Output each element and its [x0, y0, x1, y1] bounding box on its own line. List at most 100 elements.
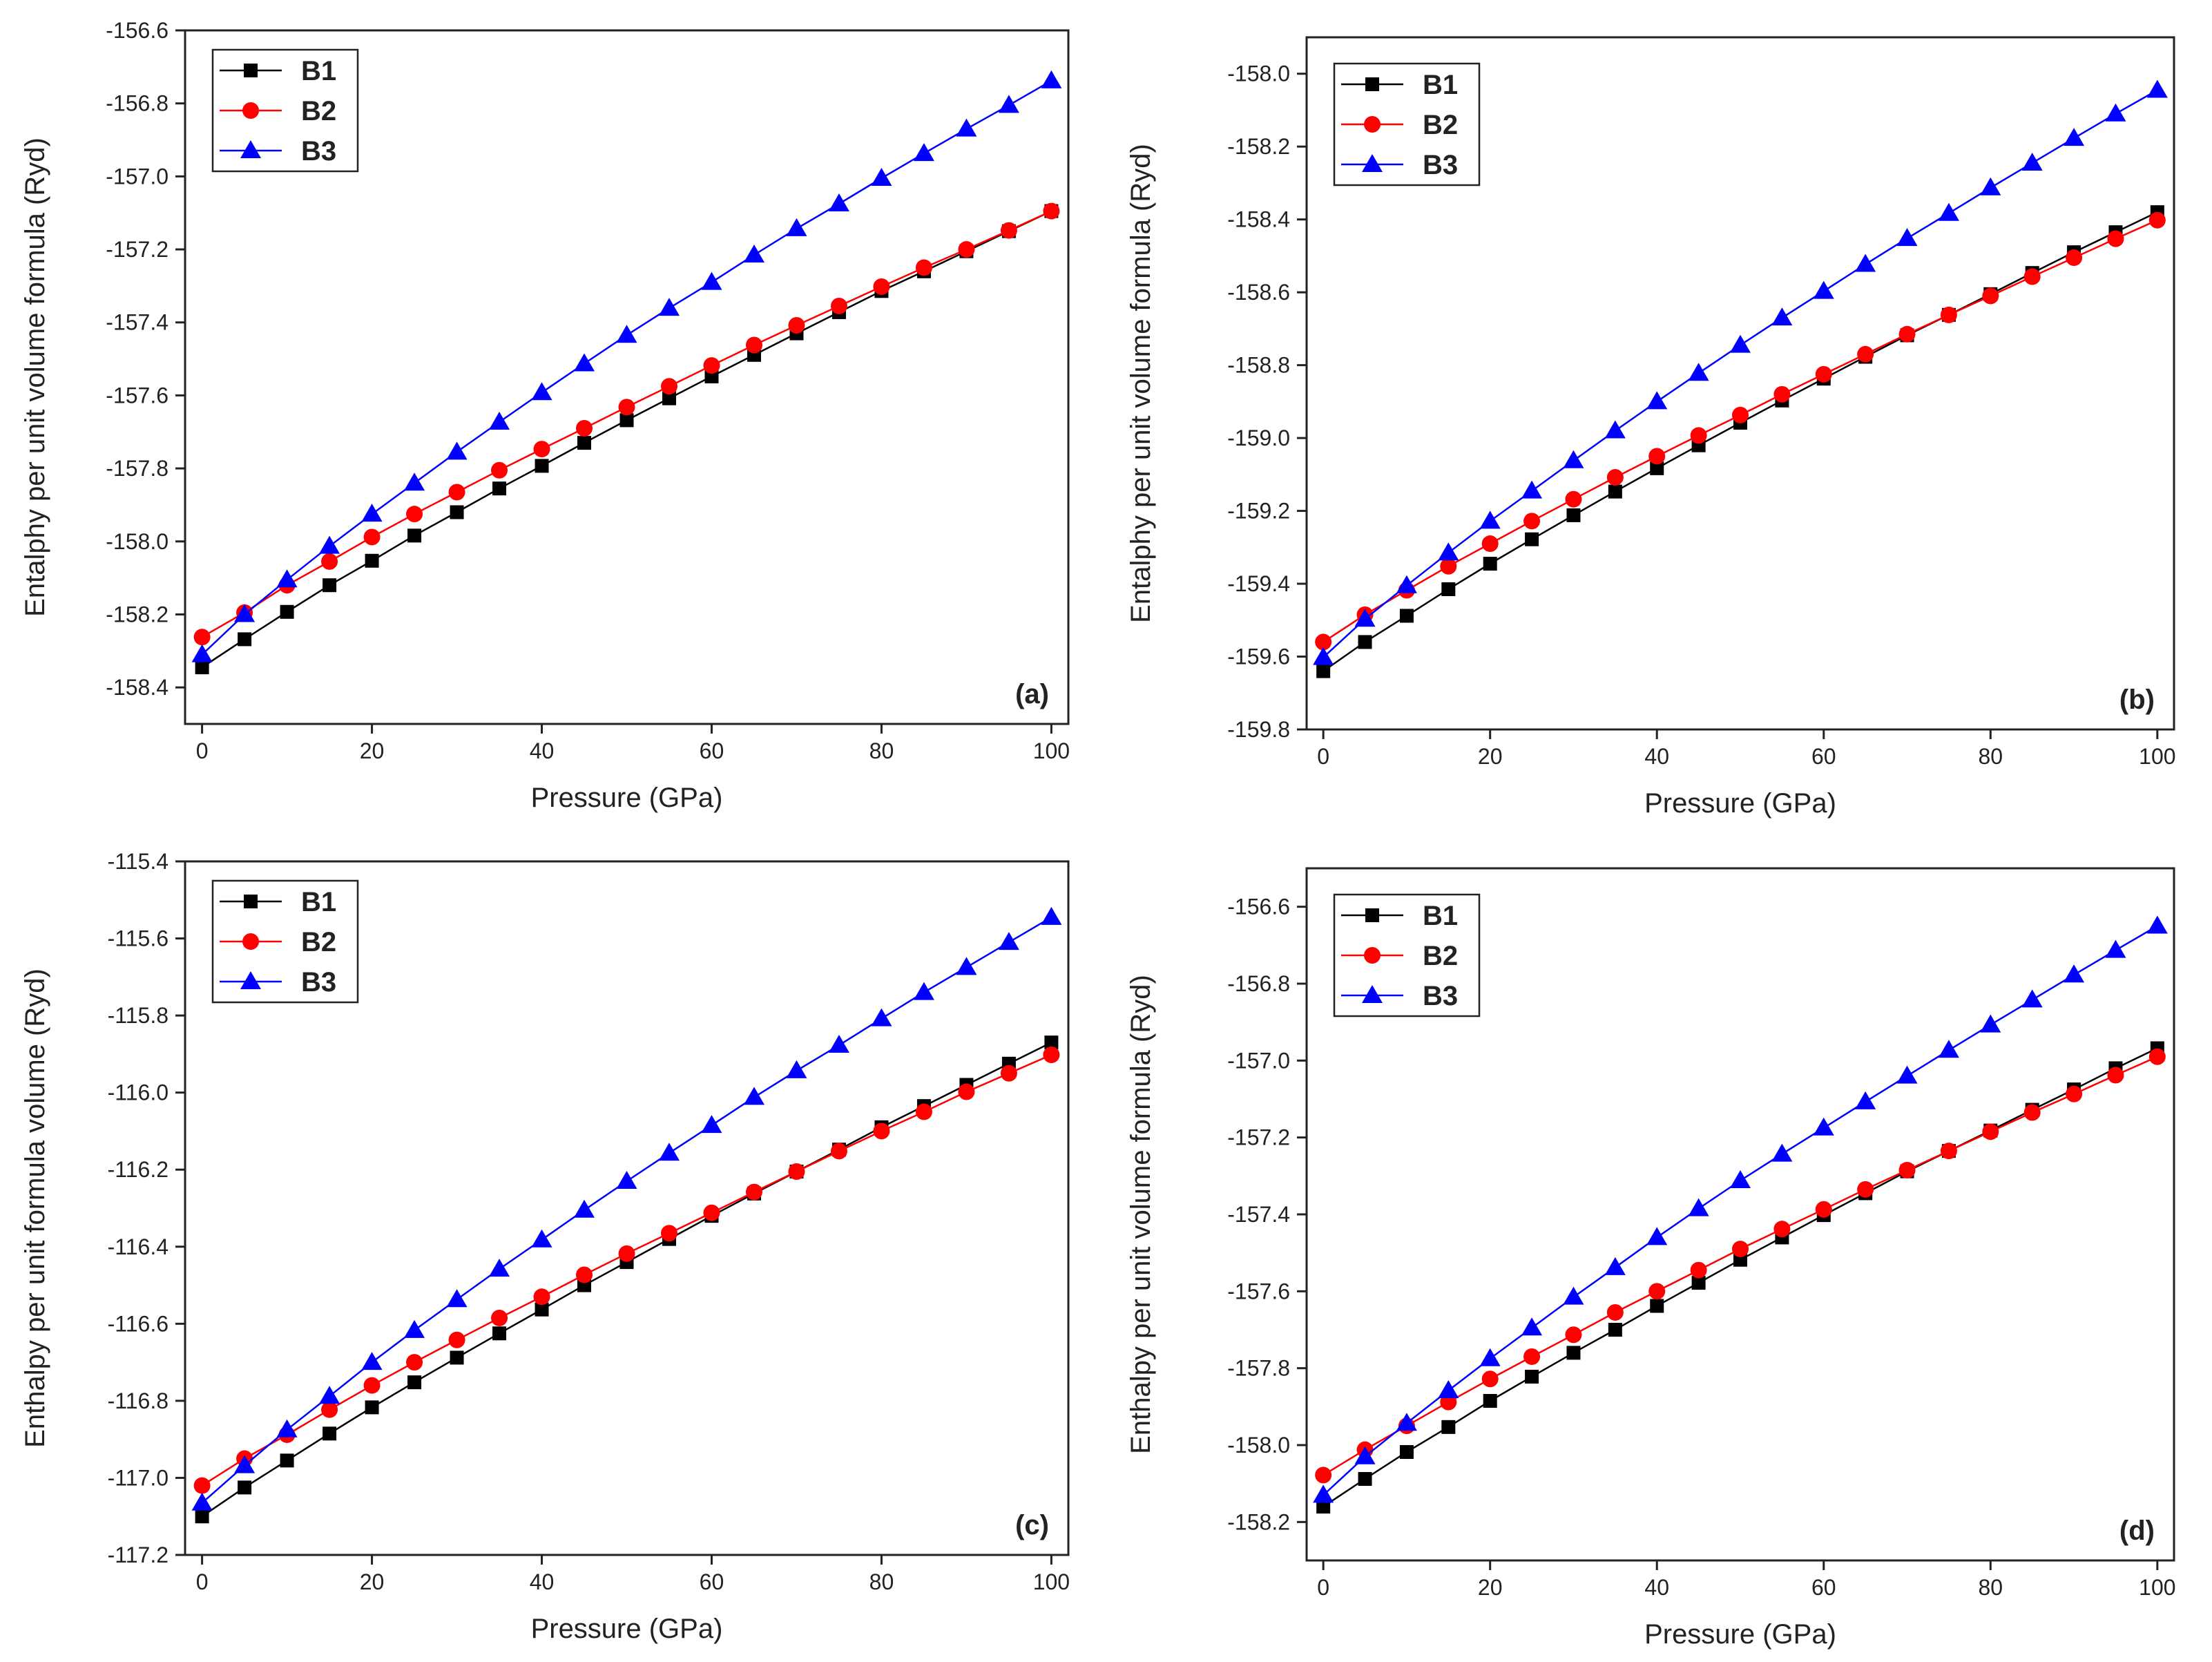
y-axis-title-c: Enthalpy per unit formula volume (Ryd): [20, 968, 50, 1448]
point-b2-c-15: [830, 1143, 847, 1160]
legend-marker-b2-d: [1364, 947, 1381, 964]
point-b2-c-13: [745, 1183, 762, 1201]
x-tick-label-a-0: 0: [196, 738, 209, 763]
plot-frame-b: [1305, 36, 2175, 731]
point-b1-a-6: [450, 505, 464, 519]
point-b3-a-12: [701, 271, 722, 290]
point-b1-b-4: [1483, 557, 1497, 571]
point-b1-a-5: [407, 528, 422, 543]
y-tick-label-b-0: -159.8: [1227, 717, 1290, 742]
point-b3-d-11: [1771, 1143, 1793, 1162]
y-tick-label-a-0: -158.4: [106, 675, 169, 700]
point-b3-a-18: [956, 118, 977, 137]
point-b2-d-6: [1565, 1326, 1582, 1344]
point-b2-a-10: [618, 399, 635, 416]
point-b3-b-3: [1438, 542, 1459, 561]
point-b2-a-6: [448, 484, 465, 501]
y-tick-label-b-1: -159.6: [1227, 644, 1290, 669]
series-b2-b: [1315, 211, 2166, 651]
legend-c: B1 B2 B3: [211, 879, 359, 1004]
point-b2-d-4: [1481, 1370, 1499, 1388]
legend-marker-b1-b: [1365, 77, 1379, 91]
x-tick-label-c-3: 60: [700, 1569, 724, 1594]
point-b3-c-13: [743, 1087, 764, 1105]
point-b3-d-0: [1313, 1484, 1334, 1503]
point-b2-a-19: [1000, 222, 1017, 239]
x-tick-label-d-1: 20: [1478, 1575, 1503, 1600]
point-b3-a-17: [913, 143, 934, 162]
point-b3-d-2: [1396, 1413, 1417, 1431]
point-b3-d-14: [1896, 1065, 1918, 1084]
point-b2-a-8: [533, 441, 550, 458]
point-b2-d-12: [1815, 1201, 1832, 1218]
y-tick-label-d-5: -157.2: [1227, 1125, 1290, 1150]
point-b1-d-9: [1691, 1276, 1706, 1290]
chart-panel-c: 0 20 40 60 80 100 -117.2 -117.0 -116.8 -116.6 -116…: [0, 831, 1106, 1662]
point-b1-a-8: [535, 459, 549, 473]
point-b3-b-5: [1521, 480, 1543, 499]
x-axis-title-c: Pressure (GPa): [531, 1614, 723, 1644]
series-b1-a: [195, 204, 1059, 675]
chart-a: 0 20 40 60 80 100 -158.4 -158.2 -158.0 -157.8 -157…: [20, 18, 1070, 813]
point-b3-b-11: [1771, 307, 1793, 326]
y-tick-label-d-1: -158.0: [1227, 1433, 1290, 1458]
x-tick-label-a-1: 20: [360, 738, 385, 763]
point-b3-a-9: [574, 353, 595, 372]
point-b3-a-20: [1041, 70, 1062, 88]
y-tick-label-c-8: -115.6: [108, 926, 169, 951]
point-b3-b-0: [1313, 647, 1334, 665]
legend-marker-b1-a: [244, 64, 258, 77]
y-tick-label-a-6: -157.2: [106, 237, 169, 262]
point-b3-d-6: [1563, 1286, 1584, 1305]
legend-marker-b2-a: [242, 102, 259, 119]
point-b2-a-7: [491, 461, 508, 479]
point-b3-c-6: [446, 1289, 468, 1308]
point-b2-a-18: [958, 241, 975, 258]
panel-label-d: (d): [2119, 1516, 2155, 1546]
point-b3-b-16: [1980, 177, 2001, 195]
legend-label-b3-b: B3: [1423, 150, 1458, 180]
point-b3-c-0: [191, 1492, 213, 1511]
x-tick-label-c-1: 20: [360, 1569, 385, 1594]
point-b2-d-0: [1315, 1467, 1332, 1484]
point-b1-a-9: [577, 436, 592, 450]
y-tick-label-b-6: -158.6: [1227, 280, 1290, 305]
point-b2-a-20: [1043, 202, 1060, 220]
point-b2-d-17: [2023, 1104, 2041, 1121]
point-b2-c-18: [958, 1083, 975, 1100]
series-b3-a: [191, 70, 1062, 662]
point-b3-c-10: [616, 1170, 637, 1189]
point-b3-a-4: [361, 504, 383, 522]
point-b2-a-15: [830, 297, 847, 314]
point-b3-b-12: [1813, 280, 1834, 299]
x-tick-label-b-2: 40: [1644, 744, 1669, 769]
series-line-b1-a: [201, 210, 1052, 669]
x-tick-label-b-1: 20: [1478, 744, 1503, 769]
y-tick-label-d-0: -158.2: [1227, 1509, 1290, 1534]
point-b1-a-7: [492, 481, 507, 496]
legend-label-b3-d: B3: [1423, 981, 1458, 1011]
point-b3-d-19: [2105, 939, 2126, 958]
point-b2-c-6: [448, 1331, 465, 1348]
point-b1-b-0: [1316, 664, 1331, 678]
point-b2-c-9: [576, 1266, 593, 1283]
point-b3-b-20: [2146, 79, 2168, 98]
point-b1-b-2: [1399, 609, 1414, 623]
y-tick-label-c-3: -116.6: [108, 1311, 169, 1336]
point-b3-d-3: [1438, 1379, 1459, 1398]
x-axis-title-a: Pressure (GPa): [531, 783, 723, 813]
point-b1-d-2: [1399, 1445, 1414, 1460]
point-b2-d-13: [1857, 1181, 1874, 1198]
point-b1-b-6: [1566, 508, 1581, 522]
point-b2-b-16: [1982, 287, 1999, 305]
point-b3-c-18: [956, 957, 977, 975]
point-b3-c-9: [574, 1199, 595, 1218]
point-b2-b-15: [1940, 306, 1957, 323]
point-b2-d-18: [2066, 1085, 2083, 1102]
point-b2-b-13: [1857, 345, 1874, 363]
point-b3-a-19: [998, 95, 1019, 113]
point-b3-c-7: [489, 1259, 510, 1277]
point-b1-b-8: [1650, 461, 1664, 475]
point-b3-d-16: [1980, 1014, 2001, 1033]
chart-b: 0 20 40 60 80 100 -159.8 -159.6 -159.4 -159.2 -159…: [1126, 36, 2176, 819]
